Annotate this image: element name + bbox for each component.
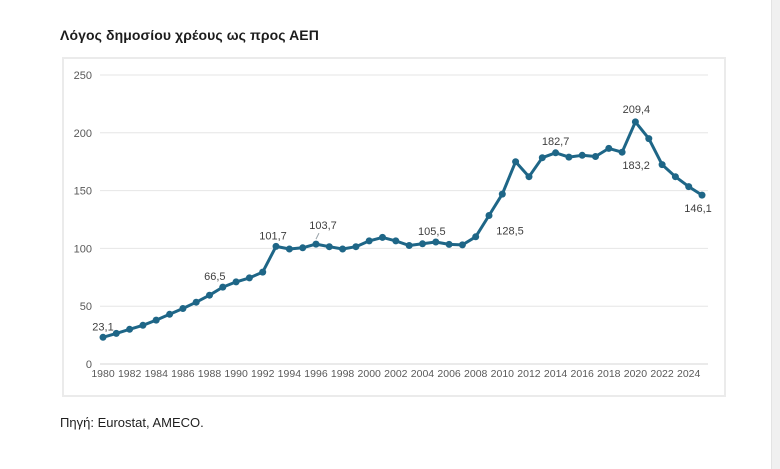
chart-title: Λόγος δημοσίου χρέους ως προς ΑΕΠ xyxy=(60,27,319,43)
data-point xyxy=(605,144,613,152)
y-axis-tick-label: 50 xyxy=(80,301,92,313)
data-point-label: 146,1 xyxy=(684,203,712,215)
data-point xyxy=(698,191,706,199)
y-axis-tick-label: 150 xyxy=(74,186,92,198)
y-axis-tick-label: 200 xyxy=(74,128,92,140)
data-point xyxy=(285,245,293,253)
data-point xyxy=(245,274,253,282)
data-point xyxy=(392,237,400,245)
data-point-label: 66,5 xyxy=(204,271,225,283)
data-point-label: 103,7 xyxy=(309,220,337,232)
y-axis-tick-label: 0 xyxy=(86,359,92,371)
data-point xyxy=(152,316,160,324)
x-axis-tick-label: 1994 xyxy=(278,368,302,380)
data-point xyxy=(618,148,626,156)
data-point xyxy=(472,233,480,241)
data-point xyxy=(631,118,639,126)
data-point-label: 209,4 xyxy=(623,104,651,116)
x-axis-tick-label: 2024 xyxy=(677,368,701,380)
data-point xyxy=(645,135,653,143)
data-point xyxy=(219,283,227,291)
data-point xyxy=(352,243,360,251)
data-point xyxy=(259,268,267,276)
x-axis-tick-label: 2006 xyxy=(437,368,461,380)
x-axis-tick-label: 2008 xyxy=(464,368,488,380)
data-point xyxy=(658,161,666,169)
data-point-label: 23,1 xyxy=(92,321,113,333)
x-axis-tick-label: 2004 xyxy=(411,368,435,380)
data-point-label: 183,2 xyxy=(622,160,650,172)
x-axis-tick-label: 1986 xyxy=(171,368,195,380)
data-point xyxy=(419,240,426,248)
x-axis-tick-label: 2012 xyxy=(517,368,541,380)
data-point xyxy=(458,241,466,249)
data-point xyxy=(206,291,213,299)
data-point-label: 101,7 xyxy=(259,230,287,242)
data-point xyxy=(312,240,320,248)
series-line xyxy=(101,120,704,339)
x-axis-tick-label: 1990 xyxy=(224,368,248,380)
x-axis-tick-label: 1996 xyxy=(304,368,328,380)
data-point xyxy=(538,154,546,162)
data-point xyxy=(485,212,493,219)
data-point-label: 128,5 xyxy=(496,226,524,238)
data-point xyxy=(565,153,573,161)
data-point xyxy=(405,242,413,249)
data-point xyxy=(99,333,107,341)
data-point xyxy=(232,278,240,286)
x-axis-tick-label: 1998 xyxy=(331,368,355,380)
data-point xyxy=(552,149,560,157)
data-point xyxy=(498,190,506,198)
x-axis-tick-label: 2022 xyxy=(650,368,674,380)
data-point xyxy=(445,240,453,248)
data-point xyxy=(112,329,120,337)
data-point xyxy=(325,243,333,251)
x-axis-tick-label: 2010 xyxy=(491,368,515,380)
x-axis-tick-label: 2000 xyxy=(358,368,382,380)
y-axis-tick-label: 250 xyxy=(74,70,92,82)
x-axis-tick-label: 1982 xyxy=(118,368,142,380)
data-point xyxy=(578,151,586,159)
data-point-label: 105,5 xyxy=(418,226,446,238)
data-point xyxy=(126,325,134,333)
x-axis-tick-label: 2002 xyxy=(384,368,408,380)
chart-frame: 0 50 100 150 200 250 1980 1982 1984 1986 1988 1990 1… xyxy=(62,57,726,397)
data-point xyxy=(432,238,440,246)
data-point xyxy=(685,183,693,191)
x-axis-tick-label: 1984 xyxy=(145,368,169,380)
data-point xyxy=(525,173,533,181)
data-point xyxy=(299,244,307,252)
x-axis-tick-label: 1980 xyxy=(91,368,115,380)
data-point xyxy=(166,310,174,318)
data-point xyxy=(139,321,147,329)
data-point xyxy=(179,305,187,312)
y-axis-tick-label: 100 xyxy=(74,243,92,255)
page-right-edge xyxy=(771,0,780,469)
data-point xyxy=(365,237,373,245)
data-point xyxy=(512,158,520,166)
x-axis-tick-label: 2014 xyxy=(544,368,568,380)
annotation-leader-line xyxy=(315,232,320,240)
x-axis-tick-label: 2018 xyxy=(597,368,621,380)
data-point xyxy=(339,245,347,253)
data-point xyxy=(192,298,200,306)
data-point xyxy=(592,153,599,160)
source-note: Πηγή: Eurostat, AMECO. xyxy=(60,415,204,430)
data-point-label: 182,7 xyxy=(542,136,570,148)
data-point xyxy=(272,242,280,250)
x-axis-tick-label: 1988 xyxy=(198,368,222,380)
data-point xyxy=(379,233,386,241)
x-axis-tick-label: 2016 xyxy=(571,368,595,380)
data-point xyxy=(671,173,679,181)
x-axis-tick-label: 1992 xyxy=(251,368,275,380)
x-axis-tick-label: 2020 xyxy=(624,368,648,380)
